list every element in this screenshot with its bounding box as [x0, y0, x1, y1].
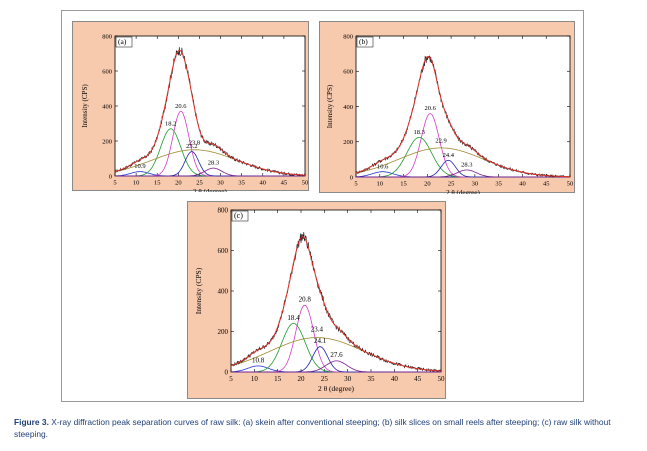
y-tick-label: 600 [102, 68, 112, 75]
y-tick-label: 200 [102, 138, 112, 145]
peak-label: 10.6 [377, 163, 389, 170]
panel-label-box [356, 36, 374, 48]
x-tick-label: 15 [274, 375, 282, 383]
y-tick-label: 800 [343, 33, 353, 40]
plot-area [355, 35, 571, 178]
panel-a: 5 10 15 20 25 30 35 40 45 50 0 200 400 600 800 2 θ (deg… [72, 21, 309, 192]
y-tick-label: 0 [225, 368, 229, 376]
x-tick-label: 10 [251, 375, 259, 383]
caption-text: X-ray diffraction peak separation curves… [14, 417, 611, 439]
panel-label-box [231, 210, 249, 222]
x-tick-label: 50 [567, 181, 574, 188]
panel-c: 5 10 15 20 25 30 35 40 45 50 0 200 400 600 800 2 θ (deg… [187, 201, 446, 399]
x-tick-label: 25 [196, 180, 203, 187]
x-tick-label: 30 [217, 180, 224, 187]
x-tick-label: 5 [229, 375, 233, 383]
peak-curve [356, 169, 570, 178]
panel-label: (c) [234, 211, 243, 220]
peak-label: 18.4 [287, 314, 300, 322]
peak-label: 27.6 [330, 351, 343, 359]
y-tick-label: 200 [218, 328, 229, 336]
y-tick-label: 800 [102, 33, 112, 40]
y-axis-label: Intensity (CPS) [326, 84, 334, 128]
x-tick-label: 20 [175, 180, 182, 187]
panel-label: (a) [118, 37, 127, 46]
x-tick-label: 45 [414, 375, 422, 383]
peak-label: 18.2 [165, 120, 176, 127]
x-tick-label: 10 [377, 181, 384, 188]
x-tick-label: 20 [424, 181, 431, 188]
y-tick-label: 400 [343, 104, 353, 111]
x-tick-label: 35 [495, 181, 502, 188]
chart-a: 5 10 15 20 25 30 35 40 45 50 0 200 400 600 800 2 θ (deg… [81, 33, 309, 192]
peak-label: 22.9 [435, 137, 446, 144]
y-tick-label: 400 [218, 287, 229, 295]
x-tick-label: 15 [400, 181, 407, 188]
fitted-curve [114, 49, 306, 176]
fitted-curve [230, 236, 442, 372]
x-tick-label: 30 [472, 181, 479, 188]
caption-label: Figure 3. [14, 417, 49, 427]
x-tick-label: 40 [260, 180, 267, 187]
figure-caption: Figure 3. X-ray diffraction peak separat… [14, 417, 614, 440]
y-axis-label: Intensity (CPS) [81, 84, 89, 128]
plot-area [114, 35, 306, 177]
x-axis-label: 2 θ (degree) [193, 188, 227, 192]
chart-b: 5 10 15 20 25 30 35 40 45 50 0 200 400 600 800 2 θ (deg… [326, 33, 574, 194]
x-tick-label: 25 [448, 181, 455, 188]
x-tick-label: 5 [113, 180, 116, 187]
x-tick-label: 35 [368, 375, 376, 383]
x-tick-label: 45 [543, 181, 550, 188]
peak-label: 10.8 [252, 356, 265, 364]
x-tick-label: 15 [154, 180, 161, 187]
fitted-curve [355, 55, 570, 178]
y-tick-label: 200 [343, 139, 353, 146]
panel-label: (b) [359, 37, 368, 46]
peak-label: 28.3 [461, 162, 472, 169]
peak-label: 28.3 [208, 160, 219, 167]
figure-frame: 5 10 15 20 25 30 35 40 45 50 0 200 400 600 800 2 θ (deg… [61, 10, 584, 402]
x-tick-label: 50 [438, 375, 446, 383]
y-tick-label: 600 [218, 247, 229, 255]
y-tick-label: 0 [350, 174, 353, 181]
measured-curve [230, 231, 442, 373]
x-tick-label: 25 [321, 375, 329, 383]
peak-curve [231, 360, 441, 373]
peak-label: 20.6 [175, 103, 187, 110]
x-tick-label: 5 [354, 181, 357, 188]
x-axis-label: 2 θ (degree) [318, 384, 355, 393]
y-tick-label: 800 [218, 206, 229, 214]
peak-label: 24.1 [314, 337, 327, 345]
y-tick-label: 600 [343, 69, 353, 76]
x-tick-label: 45 [281, 180, 288, 187]
x-tick-label: 10 [133, 180, 140, 187]
peak-curve [115, 167, 305, 177]
peak-label: 23.4 [311, 326, 324, 334]
x-tick-label: 40 [519, 181, 526, 188]
peak-label: 20.6 [424, 105, 436, 112]
peak-label: 10.9 [134, 163, 145, 170]
chart-c: 5 10 15 20 25 30 35 40 45 50 0 200 400 600 800 2 θ (deg… [194, 206, 446, 393]
panel-label-box [115, 36, 133, 48]
peak-label: 24.4 [443, 152, 455, 159]
y-tick-label: 400 [102, 103, 112, 110]
peak-label: 20.8 [299, 296, 312, 304]
x-axis-label: 2 θ (degree) [446, 189, 480, 194]
y-axis-label: Intensity (CPS) [194, 267, 203, 314]
panel-b: 5 10 15 20 25 30 35 40 45 50 0 200 400 600 800 2 θ (deg… [319, 21, 575, 194]
x-tick-label: 40 [391, 375, 399, 383]
peak-label: 23.8 [189, 139, 200, 146]
x-tick-label: 35 [238, 180, 245, 187]
x-tick-label: 30 [344, 375, 352, 383]
x-tick-label: 50 [302, 180, 309, 187]
x-tick-label: 20 [298, 375, 306, 383]
y-tick-label: 0 [109, 173, 112, 180]
peak-label: 23.2 [186, 143, 197, 150]
peak-label: 18.3 [414, 129, 425, 136]
